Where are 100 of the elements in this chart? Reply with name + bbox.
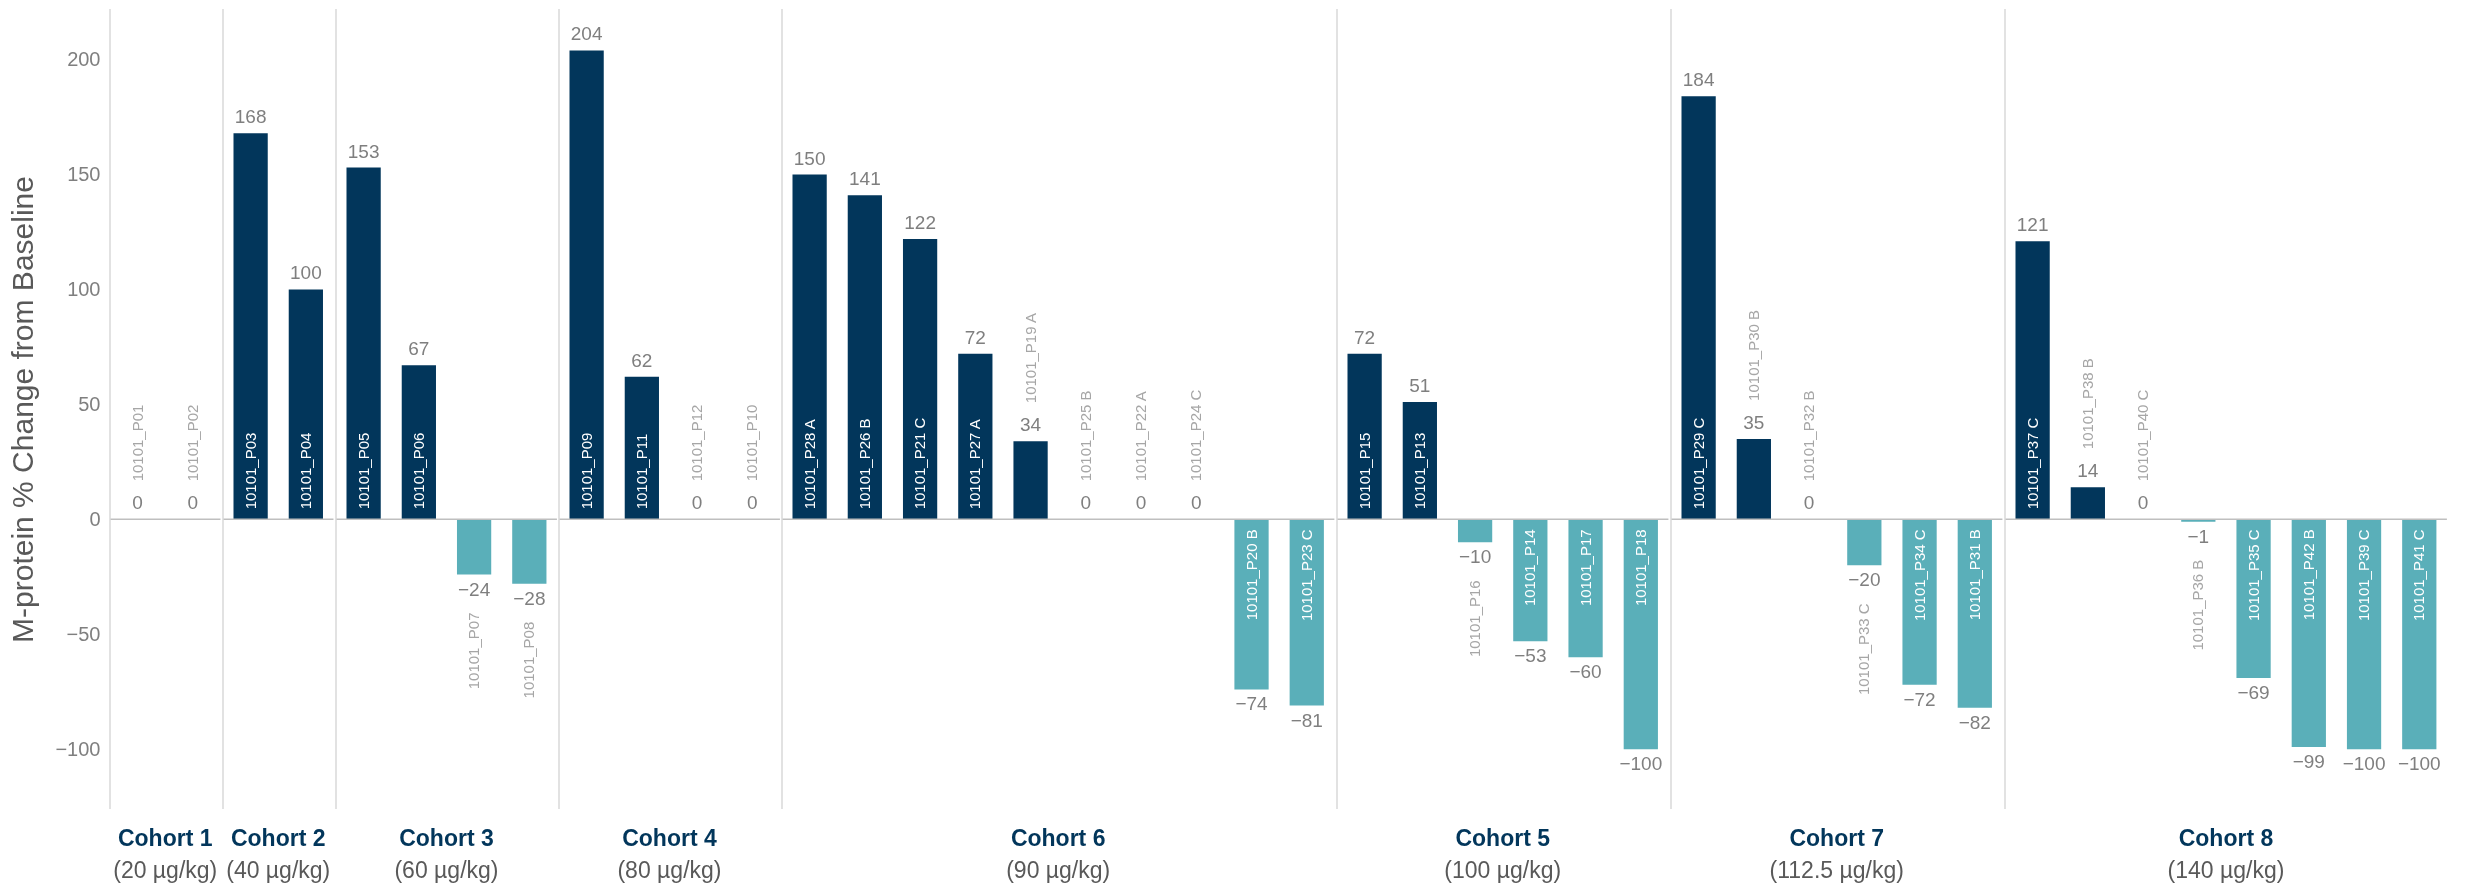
text: (90 µg/kg) <box>1006 857 1111 883</box>
data-label: 141 <box>849 168 881 190</box>
category-label: 10101_P16 <box>1466 580 1484 658</box>
y-tick-label: 200 <box>67 48 101 71</box>
data-label: 0 <box>2137 492 2149 514</box>
category-label: 10101_P41 C <box>2410 529 2428 622</box>
category-label: 10101_P34 C <box>1910 529 1928 622</box>
data-label: 62 <box>631 349 653 371</box>
data-label: −10 <box>1458 546 1492 568</box>
data-label: −20 <box>1848 569 1881 591</box>
category-label: 10101_P30 B <box>1744 309 1762 401</box>
data-label: −53 <box>1514 645 1547 667</box>
data-label: 121 <box>2016 214 2049 236</box>
data-label: −100 <box>2342 753 2386 775</box>
data-label: −100 <box>1619 753 1663 775</box>
y-tick-label: 100 <box>67 277 101 300</box>
data-label: −72 <box>1903 688 1936 710</box>
data-label: 72 <box>1354 326 1376 348</box>
category-label: 10101_P35 C <box>2244 529 2262 622</box>
x-axis-title: Cohort 3 <box>399 825 494 851</box>
data-label: 150 <box>793 147 826 169</box>
bar <box>792 174 827 520</box>
category-label: 10101_P39 C <box>2355 529 2373 622</box>
x-tick-label: 10101_P02 <box>183 404 201 482</box>
data-label: 100 <box>290 262 322 284</box>
data-label: −74 <box>1235 693 1269 715</box>
category-label: 10101_P17 <box>1576 529 1594 607</box>
data-label: 34 <box>1020 414 1042 436</box>
category-label: 10101_P21 C <box>911 417 929 510</box>
category-label: 10101_P14 <box>1521 529 1539 607</box>
data-label: 51 <box>1409 375 1431 397</box>
category-label: 10101_P12 <box>688 404 706 482</box>
data-label: 153 <box>347 140 380 162</box>
category-label: 10101_P42 B <box>2299 529 2317 621</box>
data-label: −60 <box>1569 661 1602 683</box>
text: (112.5 µg/kg) <box>1769 857 1904 883</box>
category-label: 10101_P19 A <box>1021 313 1039 404</box>
x-axis-title: Cohort 7 <box>1789 825 1884 851</box>
category-label: 10101_P10 <box>743 404 761 482</box>
category-label: 10101_P07 <box>465 612 483 690</box>
category-label: 10101_P11 <box>632 433 650 510</box>
category-label: 10101_P18 <box>1631 529 1649 607</box>
data-label: 0 <box>747 492 758 514</box>
category-label: 10101_P25 B <box>1076 390 1094 482</box>
category-label: 10101_P13 <box>1410 432 1428 510</box>
y-tick-label: 150 <box>67 163 101 186</box>
category-label: 10101_P31 B <box>1965 529 1983 621</box>
text: (40 µg/kg) <box>226 857 331 883</box>
category-label: 10101_P04 <box>296 432 314 510</box>
y-tick-label: −100 <box>55 737 101 760</box>
data-label: 14 <box>2077 460 2099 482</box>
category-label: 10101_P37 C <box>2023 417 2041 510</box>
category-label: 10101_P08 <box>520 621 538 699</box>
data-label: 204 <box>570 23 603 45</box>
category-label: 10101_P38 B <box>2078 358 2096 450</box>
x-axis-title: Cohort 2 <box>230 825 326 851</box>
category-label: 10101_P27 A <box>966 419 984 510</box>
y-tick-label: 50 <box>78 392 101 415</box>
category-label: 10101_P29 C <box>1689 417 1707 510</box>
data-label: 168 <box>234 106 267 128</box>
text: (100 µg/kg) <box>1444 857 1562 883</box>
category-label: 10101_P20 B <box>1242 529 1260 621</box>
category-label: 10101_P05 <box>354 432 372 510</box>
text: (80 µg/kg) <box>617 857 722 883</box>
y-tick-label: −50 <box>66 622 101 645</box>
data-label: −1 <box>2187 525 2210 547</box>
data-label: 67 <box>408 338 430 360</box>
category-label: 10101_P09 <box>577 432 595 510</box>
bar <box>902 238 938 520</box>
x-axis-title: Cohort 5 <box>1455 825 1551 851</box>
data-label: 0 <box>187 492 199 514</box>
category-label: 10101_P23 C <box>1297 529 1315 622</box>
data-label: 35 <box>1743 411 1765 433</box>
x-axis-title: Cohort 1 <box>117 825 213 851</box>
data-label: 184 <box>1682 69 1715 91</box>
x-axis-title: Cohort 6 <box>1010 825 1106 851</box>
bar <box>847 195 882 520</box>
bar <box>1013 441 1048 520</box>
x-axis-title: Cohort 8 <box>2178 825 2274 851</box>
data-label: −24 <box>457 578 491 600</box>
data-label: −69 <box>2237 681 2270 703</box>
category-label: 10101_P28 A <box>800 419 818 510</box>
category-label: 10101_P26 B <box>855 418 873 510</box>
data-label: −81 <box>1290 709 1323 731</box>
data-label: 0 <box>1191 492 1202 514</box>
category-label: 10101_P15 <box>1355 432 1373 510</box>
text: (60 µg/kg) <box>394 857 499 883</box>
data-label: −100 <box>2397 753 2441 775</box>
bar <box>1289 519 1324 706</box>
data-label: 0 <box>1135 492 1147 514</box>
data-label: 0 <box>1803 492 1815 514</box>
bar <box>1234 519 1269 690</box>
text: (140 µg/kg) <box>2167 857 2285 883</box>
category-label: 10101_P36 B <box>2189 559 2207 651</box>
data-label: −99 <box>2292 750 2325 772</box>
category-label: 10101_P40 C <box>2134 389 2152 482</box>
category-label: 10101_P32 B <box>1800 390 1818 482</box>
y-tick-label: 0 <box>89 507 101 530</box>
data-label: 0 <box>1080 492 1092 514</box>
x-axis-title: Cohort 4 <box>622 825 717 851</box>
